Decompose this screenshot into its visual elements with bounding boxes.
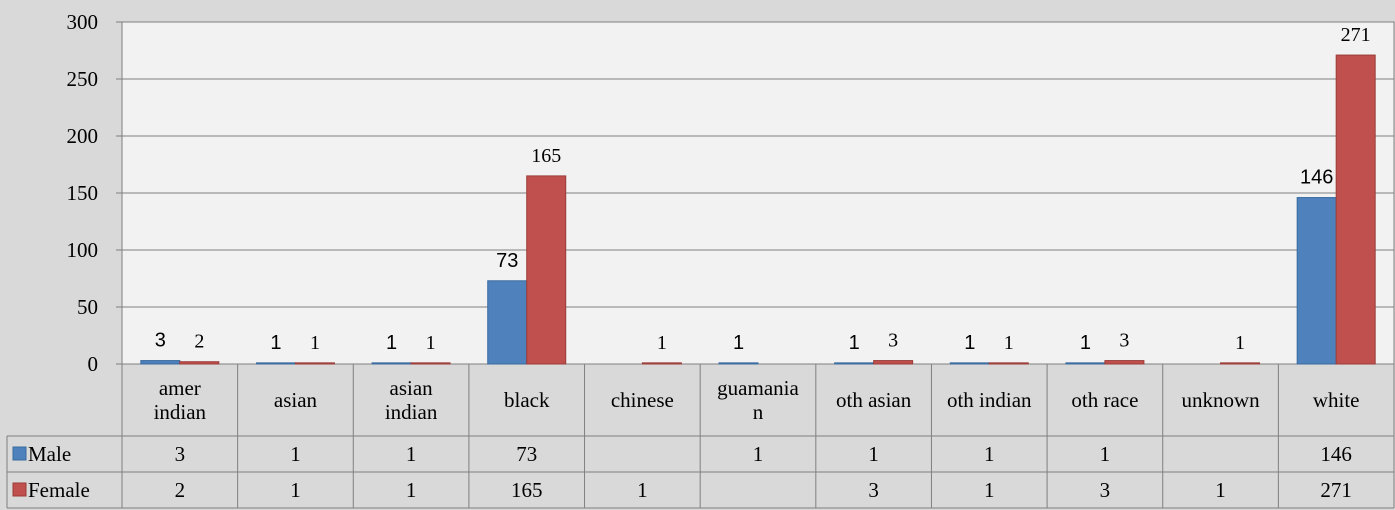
table-cell-value: 1 [406,478,417,502]
table-cell-value: 73 [516,442,537,466]
data-label: 1 [733,332,744,354]
table-cell-value: 3 [175,442,186,466]
bar-male [371,362,412,365]
table-cell-value: 3 [1100,478,1111,502]
data-label: 271 [1341,24,1371,46]
bar-male [487,280,528,365]
table-cell-value: 1 [290,442,301,466]
table-cell-value: 271 [1320,478,1352,502]
category-label: guamania n [717,376,799,424]
gridlines [122,21,1394,308]
table-cell-value: 3 [868,478,879,502]
bar-female [641,362,682,365]
category-label: asian indian [385,376,438,424]
category-label: asian [274,388,318,412]
data-label: 146 [1300,167,1333,189]
y-tick-label: 100 [67,238,99,262]
table-cell-value: 1 [984,442,995,466]
bar-female [179,361,220,365]
table-cell-value: 1 [868,442,879,466]
category-label: oth asian [836,388,912,412]
data-label: 165 [531,145,561,167]
data-label: 73 [496,250,518,272]
bars [140,54,1376,365]
table-cell-value: 1 [290,478,301,502]
data-table: amer indian asian asian indian black chinese gu… [6,364,1395,509]
data-label: 1 [1004,332,1014,354]
y-tick-label: 0 [88,352,99,376]
y-tick-label: 50 [77,295,98,319]
y-tick-label: 200 [67,124,99,148]
data-label: 1 [964,332,975,354]
bar-male [834,362,875,365]
data-label: 1 [657,332,667,354]
y-axis: 0 50 100 150 200 250 300 [67,10,122,376]
data-label: 2 [194,331,204,353]
category-label: black [504,388,550,412]
y-tick-label: 300 [67,10,99,34]
legend-label-male: Male [28,442,71,466]
data-label: 1 [386,332,397,354]
data-label: 1 [426,332,436,354]
table-cell-value: 165 [511,478,543,502]
category-label: unknown [1181,388,1260,412]
table-cell-value: 146 [1320,442,1352,466]
data-label: 3 [1119,330,1129,352]
bar-female [410,362,451,365]
table-cell-value: 1 [1215,478,1226,502]
bar-female [1220,362,1261,365]
category-label: white [1313,388,1360,412]
category-label: oth indian [947,388,1032,412]
bar-female [294,362,335,365]
table-cell-value: 1 [406,442,417,466]
data-labels: 3 1 1 73 1 1 1 1 146 2 1 1 165 1 3 1 3 1 271 [155,24,1371,354]
table-cell-value: 1 [984,478,995,502]
category-label: chinese [611,388,674,412]
bar-male [949,362,990,365]
legend-swatch-male [12,446,27,461]
table-cell-value: 2 [175,478,186,502]
bar-female [526,175,567,365]
data-label: 1 [1235,332,1245,354]
data-label: 1 [1080,332,1091,354]
bar-male [255,362,296,365]
data-label: 1 [310,332,320,354]
y-tick-label: 150 [67,181,99,205]
bar-female [1104,360,1145,365]
bar-female [873,360,914,365]
category-label: oth race [1071,388,1138,412]
table-cell-value: 1 [637,478,648,502]
data-label: 1 [270,332,281,354]
bar-male [718,362,759,365]
legend-swatch-female [12,482,27,497]
category-label: amer indian [154,376,207,424]
legend-label-female: Female [28,478,90,502]
data-label: 3 [155,330,166,352]
table-cell-value: 1 [1100,442,1111,466]
data-label: 3 [888,330,898,352]
table-cell-value: 1 [753,442,764,466]
bar-male [1065,362,1106,365]
bar-female [1335,54,1376,365]
bar-male [1296,197,1337,365]
bar-male [140,360,181,365]
data-label: 1 [849,332,860,354]
bar-female [988,362,1029,365]
y-tick-label: 250 [67,67,99,91]
